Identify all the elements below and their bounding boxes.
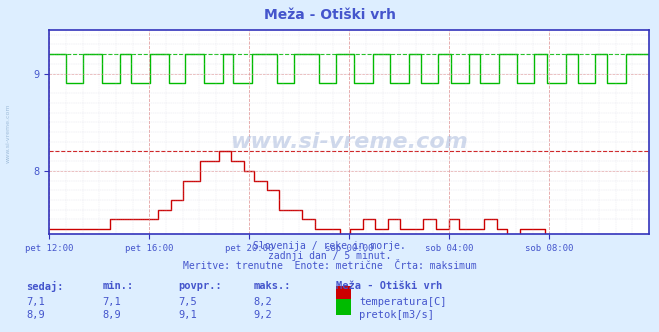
Text: 8,9: 8,9 <box>102 310 121 320</box>
Text: 9,2: 9,2 <box>254 310 272 320</box>
Text: www.si-vreme.com: www.si-vreme.com <box>5 103 11 163</box>
Text: 8,2: 8,2 <box>254 297 272 307</box>
Text: www.si-vreme.com: www.si-vreme.com <box>231 132 468 152</box>
Text: 7,1: 7,1 <box>26 297 45 307</box>
Text: pretok[m3/s]: pretok[m3/s] <box>359 310 434 320</box>
Text: zadnji dan / 5 minut.: zadnji dan / 5 minut. <box>268 251 391 261</box>
Text: Meža - Otiški vrh: Meža - Otiški vrh <box>336 281 442 290</box>
Text: maks.:: maks.: <box>254 281 291 290</box>
Text: sedaj:: sedaj: <box>26 281 64 291</box>
Text: 7,5: 7,5 <box>178 297 196 307</box>
Text: temperatura[C]: temperatura[C] <box>359 297 447 307</box>
Text: 8,9: 8,9 <box>26 310 45 320</box>
Text: Meritve: trenutne  Enote: metrične  Črta: maksimum: Meritve: trenutne Enote: metrične Črta: … <box>183 261 476 271</box>
Text: Meža - Otiški vrh: Meža - Otiški vrh <box>264 8 395 22</box>
Text: 9,1: 9,1 <box>178 310 196 320</box>
Text: povpr.:: povpr.: <box>178 281 221 290</box>
Text: 7,1: 7,1 <box>102 297 121 307</box>
Text: Slovenija / reke in morje.: Slovenija / reke in morje. <box>253 241 406 251</box>
Text: min.:: min.: <box>102 281 133 290</box>
